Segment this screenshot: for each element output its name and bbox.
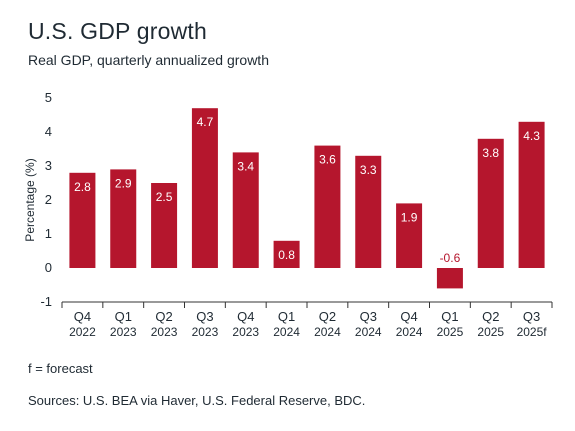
bar bbox=[151, 183, 178, 268]
x-tick-label-quarter: Q3 bbox=[523, 309, 540, 324]
forecast-note: f = forecast bbox=[28, 361, 93, 376]
x-tick-label-year: 2024 bbox=[396, 325, 423, 339]
data-label: 4.7 bbox=[197, 115, 214, 129]
x-tick-label-quarter: Q2 bbox=[319, 309, 336, 324]
data-label: 3.4 bbox=[237, 159, 254, 173]
bar bbox=[436, 268, 463, 289]
x-tick-label-year: 2024 bbox=[355, 325, 382, 339]
chart-subtitle: Real GDP, quarterly annualized growth bbox=[28, 52, 269, 68]
x-tick-label-year: 2022 bbox=[69, 325, 96, 339]
data-label: 2.8 bbox=[74, 180, 91, 194]
bar bbox=[110, 169, 137, 268]
y-tick-label: 5 bbox=[45, 90, 52, 105]
data-label: 3.6 bbox=[319, 153, 336, 167]
x-tick-label-quarter: Q2 bbox=[155, 309, 172, 324]
x-tick-label-year: 2023 bbox=[232, 325, 259, 339]
x-tick-label-quarter: Q1 bbox=[115, 309, 132, 324]
x-tick-label-year: 2023 bbox=[110, 325, 137, 339]
bar bbox=[355, 155, 382, 268]
x-tick-label-quarter: Q3 bbox=[360, 309, 377, 324]
y-axis-title: Percentage (%) bbox=[23, 158, 37, 241]
data-label: 3.8 bbox=[482, 146, 499, 160]
y-tick-label: 1 bbox=[45, 226, 52, 241]
bar bbox=[69, 172, 96, 268]
x-tick-label-year: 2024 bbox=[314, 325, 341, 339]
data-label: 0.8 bbox=[278, 248, 295, 262]
gdp-bar-chart: Percentage (%)-10123452.8Q420222.9Q12023… bbox=[23, 90, 553, 339]
x-tick-label-year: 2023 bbox=[151, 325, 178, 339]
chart-title: U.S. GDP growth bbox=[28, 18, 207, 44]
bar bbox=[396, 203, 423, 268]
x-tick-label-quarter: Q4 bbox=[74, 309, 91, 324]
bar bbox=[518, 121, 545, 268]
x-tick-label-quarter: Q4 bbox=[237, 309, 254, 324]
data-label: 4.3 bbox=[523, 129, 540, 143]
y-tick-label: 0 bbox=[45, 260, 52, 275]
x-tick-label-year: 2023 bbox=[192, 325, 219, 339]
data-label: 1.9 bbox=[401, 210, 418, 224]
bar bbox=[314, 145, 341, 268]
y-tick-label: 3 bbox=[45, 158, 52, 173]
bar bbox=[232, 152, 259, 268]
x-tick-label-year: 2025 bbox=[437, 325, 464, 339]
x-tick-label-quarter: Q2 bbox=[482, 309, 499, 324]
x-tick-label-quarter: Q1 bbox=[278, 309, 295, 324]
x-tick-label-quarter: Q4 bbox=[400, 309, 417, 324]
data-label: 3.3 bbox=[360, 163, 377, 177]
x-tick-label-year: 2024 bbox=[273, 325, 300, 339]
x-tick-label-quarter: Q3 bbox=[196, 309, 213, 324]
x-tick-label-year: 2025f bbox=[517, 325, 548, 339]
data-label: 2.5 bbox=[156, 190, 173, 204]
data-label: 2.9 bbox=[115, 176, 132, 190]
y-tick-label: 2 bbox=[45, 192, 52, 207]
bar bbox=[191, 108, 218, 268]
sources-note: Sources: U.S. BEA via Haver, U.S. Federa… bbox=[28, 393, 366, 408]
y-tick-label: 4 bbox=[45, 124, 52, 139]
y-tick-label: -1 bbox=[40, 294, 52, 309]
data-label: -0.6 bbox=[440, 251, 461, 265]
x-tick-label-year: 2025 bbox=[477, 325, 504, 339]
bar bbox=[273, 240, 300, 268]
x-tick-label-quarter: Q1 bbox=[441, 309, 458, 324]
bar bbox=[477, 138, 504, 268]
